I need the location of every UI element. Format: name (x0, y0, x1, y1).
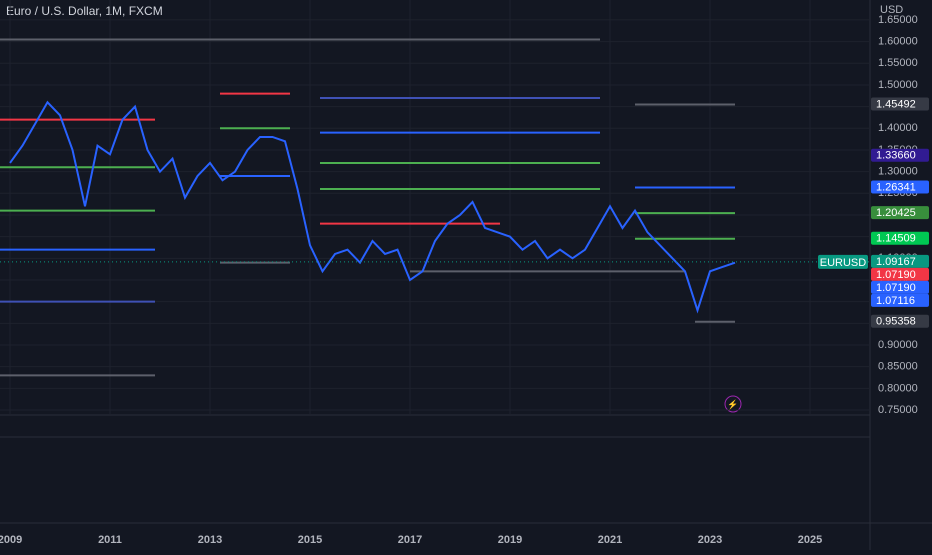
y-tick-label: 1.60000 (878, 36, 918, 48)
x-tick-label: 2011 (98, 534, 122, 546)
y-tick-label: 1.50000 (878, 79, 918, 91)
x-tick-label: 2021 (598, 534, 622, 546)
price-label-bg (871, 314, 929, 328)
y-tick-label: 1.40000 (878, 122, 918, 134)
y-tick-label: 0.75000 (878, 404, 918, 416)
chart-title: Euro / U.S. Dollar, 1M, FXCM (6, 4, 163, 18)
price-label: 1.07190 (876, 269, 916, 281)
price-label: 0.95358 (876, 316, 916, 328)
y-tick-label: 0.90000 (878, 339, 918, 351)
y-tick-label: 0.80000 (878, 382, 918, 394)
x-tick-label: 2019 (498, 534, 522, 546)
x-tick-label: 2015 (298, 534, 322, 546)
x-tick-label: 2025 (798, 534, 822, 546)
price-label: 1.20425 (876, 207, 916, 219)
price-label-bg (871, 180, 929, 194)
y-tick-label: 1.55000 (878, 57, 918, 69)
price-label-bg (871, 148, 929, 162)
price-label: 1.07116 (876, 295, 915, 307)
price-label-bg (871, 231, 929, 245)
y-axis-label: USD (880, 4, 903, 16)
event-icon-glyph: ⚡ (727, 398, 738, 410)
symbol-tag-bg (818, 254, 868, 269)
x-tick-label: 2017 (398, 534, 422, 546)
price-line (9, 100, 736, 314)
price-label: 1.14509 (876, 233, 916, 245)
price-label-bg (871, 267, 929, 281)
price-label: 1.09167 (876, 256, 916, 268)
price-label-bg (871, 206, 929, 220)
x-tick-label: 2009 (0, 534, 22, 546)
price-label-bg (871, 254, 929, 268)
price-label: 1.07190 (876, 282, 916, 294)
x-tick-label: 2013 (198, 534, 222, 546)
price-label-bg (871, 97, 929, 111)
symbol-tag: EURUSD (820, 257, 867, 269)
price-label: 1.33660 (876, 150, 916, 162)
x-tick-label: 2023 (698, 534, 722, 546)
event-icon[interactable] (724, 395, 742, 413)
price-label-bg (871, 280, 929, 294)
y-tick-label: 1.65000 (878, 14, 918, 26)
price-label-bg (871, 293, 929, 307)
price-label: 1.45492 (876, 98, 916, 110)
y-tick-label: 0.85000 (878, 361, 918, 373)
y-tick-label: 1.30000 (878, 166, 918, 178)
price-label: 1.26341 (876, 181, 916, 193)
